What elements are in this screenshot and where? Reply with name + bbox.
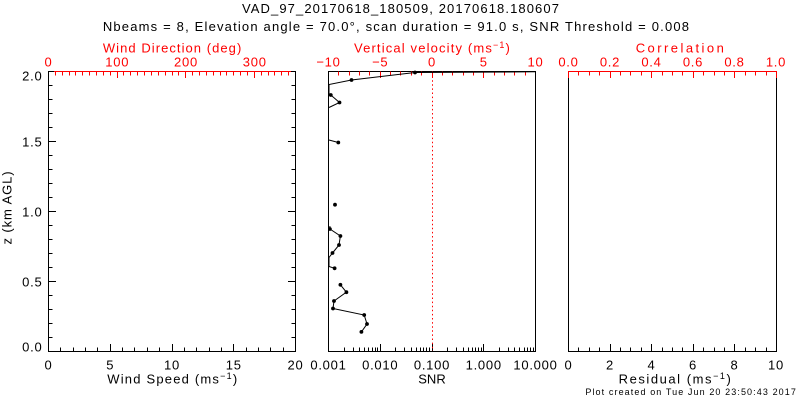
svg-text:Wind Speed (ms−1): Wind Speed (ms−1)	[107, 371, 238, 387]
svg-text:2: 2	[606, 357, 614, 372]
svg-text:0.010: 0.010	[362, 357, 398, 372]
svg-text:200: 200	[174, 55, 198, 70]
svg-text:5: 5	[480, 55, 488, 70]
svg-text:1.0: 1.0	[22, 205, 42, 220]
svg-text:0.5: 0.5	[22, 275, 42, 290]
svg-text:15: 15	[226, 357, 242, 372]
svg-text:1.5: 1.5	[22, 135, 42, 150]
svg-text:2.0: 2.0	[22, 68, 42, 83]
svg-text:Correlation: Correlation	[636, 41, 727, 56]
svg-text:0.6: 0.6	[683, 55, 703, 70]
svg-text:SNR: SNR	[418, 372, 445, 387]
svg-text:0: 0	[428, 55, 436, 70]
svg-text:100: 100	[105, 55, 129, 70]
svg-text:5: 5	[106, 357, 114, 372]
svg-text:VAD_97_20170618_180509, 201706: VAD_97_20170618_180509, 20170618.180607	[242, 1, 560, 16]
svg-text:Plot created on Tue Jun 20 23:: Plot created on Tue Jun 20 23:50:43 2017	[585, 387, 797, 397]
svg-text:1.000: 1.000	[466, 357, 502, 372]
svg-text:10: 10	[768, 357, 784, 372]
svg-text:8: 8	[731, 357, 739, 372]
svg-text:0: 0	[45, 55, 53, 70]
svg-text:Wind Direction (deg): Wind Direction (deg)	[103, 41, 243, 56]
svg-text:Nbeams = 8, Elevation angle =: Nbeams = 8, Elevation angle = 70.0°, sca…	[103, 19, 690, 34]
svg-text:1.0: 1.0	[766, 55, 786, 70]
svg-text:0.0: 0.0	[558, 55, 578, 70]
svg-text:0.8: 0.8	[724, 55, 744, 70]
svg-text:Residual (ms−1): Residual (ms−1)	[619, 371, 733, 387]
svg-text:−5: −5	[372, 55, 388, 70]
svg-text:0: 0	[565, 357, 573, 372]
svg-text:0.4: 0.4	[641, 55, 661, 70]
svg-text:0.001: 0.001	[310, 357, 346, 372]
svg-text:20: 20	[288, 357, 304, 372]
svg-text:4: 4	[648, 357, 656, 372]
svg-text:10.000: 10.000	[513, 357, 557, 372]
svg-text:0: 0	[45, 357, 53, 372]
svg-text:−10: −10	[316, 55, 340, 70]
svg-text:0.2: 0.2	[600, 55, 620, 70]
svg-text:0.100: 0.100	[414, 357, 450, 372]
svg-text:Vertical velocity (ms−1): Vertical velocity (ms−1)	[354, 40, 511, 56]
svg-text:6: 6	[689, 357, 697, 372]
svg-text:z (km AGL): z (km AGL)	[0, 170, 14, 244]
svg-text:10: 10	[528, 55, 544, 70]
svg-text:0.0: 0.0	[22, 340, 42, 355]
svg-text:10: 10	[164, 357, 180, 372]
svg-text:300: 300	[243, 55, 267, 70]
